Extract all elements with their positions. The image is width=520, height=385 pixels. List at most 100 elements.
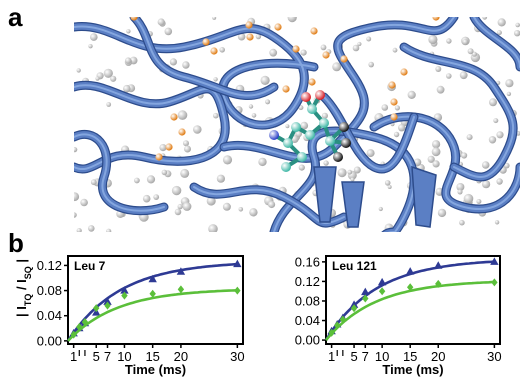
protein-structure-image bbox=[74, 17, 520, 232]
water-sphere bbox=[432, 140, 441, 149]
water-sphere bbox=[488, 136, 497, 144]
x-tick-label: 5 bbox=[93, 349, 100, 364]
ribbon-highlight bbox=[273, 130, 415, 232]
water-sphere bbox=[320, 44, 327, 51]
ligand-atom bbox=[333, 152, 343, 162]
water-sphere bbox=[467, 48, 474, 55]
water-sphere bbox=[123, 84, 131, 93]
orange-atoms bbox=[130, 17, 440, 161]
water-sphere bbox=[461, 152, 468, 159]
y-tick-label: 0.16 bbox=[295, 254, 320, 269]
orange-atom-sphere bbox=[246, 33, 254, 41]
plot-frame bbox=[67, 255, 244, 345]
water-sphere bbox=[295, 130, 302, 138]
x-tick-label: 10 bbox=[375, 349, 389, 364]
water-sphere bbox=[497, 18, 506, 27]
water-sphere bbox=[427, 155, 435, 163]
water-sphere bbox=[219, 47, 225, 53]
water-sphere bbox=[212, 17, 217, 20]
water-sphere bbox=[493, 118, 499, 124]
relaxation-plots: | ITQ / ISQ | Leu 70.000.040.080.121 5 7 10… bbox=[14, 254, 502, 377]
ligand-atom bbox=[341, 138, 351, 148]
panel-b-label: b bbox=[8, 228, 24, 258]
water-sphere bbox=[169, 58, 177, 66]
orange-atom-sphere bbox=[170, 113, 178, 121]
protein-structure-render bbox=[74, 17, 520, 232]
y-tick-label: 0.00 bbox=[295, 333, 320, 348]
water-sphere bbox=[466, 134, 473, 141]
orange-atom-sphere bbox=[245, 21, 253, 29]
water-sphere bbox=[287, 17, 297, 23]
water-sphere bbox=[350, 177, 355, 182]
x-tick-label: 1 bbox=[328, 349, 335, 364]
water-sphere bbox=[110, 75, 117, 82]
panel-b-plots: | ITQ / ISQ | Leu 7 0.00 0.04 0.08 0.12 1 5 7 10… bbox=[0, 236, 520, 385]
water-sphere bbox=[216, 174, 225, 183]
ribbon-highlight bbox=[193, 186, 345, 225]
x-tick-label: 15 bbox=[145, 349, 159, 364]
water-sphere bbox=[323, 160, 329, 166]
water-sphere bbox=[177, 110, 188, 120]
orange-atom-sphere bbox=[388, 81, 396, 89]
water-sphere bbox=[159, 144, 167, 152]
orange-atom-sphere bbox=[390, 98, 398, 106]
orange-atom-sphere bbox=[308, 78, 316, 86]
water-sphere bbox=[182, 202, 192, 211]
water-sphere bbox=[142, 194, 151, 203]
x-tick-label: 5 bbox=[350, 349, 357, 364]
water-sphere bbox=[238, 207, 244, 212]
data-point-diamond bbox=[328, 328, 335, 337]
y-tick-label: 0.12 bbox=[295, 274, 320, 289]
water-sphere bbox=[300, 49, 307, 56]
ligand-atom bbox=[339, 122, 349, 132]
water-sphere bbox=[125, 57, 132, 64]
data-point-diamond bbox=[378, 287, 386, 296]
water-sphere bbox=[213, 77, 218, 82]
water-sphere bbox=[432, 160, 440, 168]
data-point-diamond bbox=[76, 323, 83, 332]
ligand-atom bbox=[291, 122, 301, 132]
ribbon-highlight bbox=[74, 133, 165, 212]
orange-atom-sphere bbox=[274, 23, 282, 31]
orange-atom-sphere bbox=[178, 128, 186, 136]
water-sphere bbox=[394, 105, 400, 111]
x-tick-label: 20 bbox=[174, 349, 188, 364]
orange-atom-sphere bbox=[400, 68, 408, 76]
y-tick-label: 0.04 bbox=[295, 313, 320, 328]
water-sphere bbox=[496, 30, 502, 36]
water-sphere bbox=[366, 36, 372, 42]
y-axis-title-text: | ITQ / ISQ | bbox=[14, 259, 33, 317]
ligand-atom bbox=[307, 104, 317, 114]
water-sphere bbox=[74, 147, 78, 153]
water-sphere bbox=[95, 76, 100, 81]
water-sphere bbox=[407, 90, 416, 99]
water-sphere bbox=[494, 220, 500, 225]
water-sphere bbox=[378, 206, 383, 212]
data-point-diamond bbox=[234, 286, 241, 295]
water-sphere bbox=[504, 162, 510, 169]
orange-atom-sphere bbox=[202, 38, 210, 46]
water-sphere bbox=[237, 32, 246, 41]
ligand-atom bbox=[325, 136, 335, 146]
x-tick-label: 7 bbox=[104, 349, 111, 364]
data-point-diamond bbox=[177, 285, 185, 294]
beta-sheet-arrow bbox=[341, 181, 365, 228]
water-sphere bbox=[393, 131, 400, 138]
water-sphere bbox=[76, 68, 81, 73]
water-sphere bbox=[222, 155, 233, 165]
leucine-residue-ball-and-stick bbox=[269, 90, 351, 172]
water-sphere bbox=[222, 202, 231, 211]
y-tick-label: 0.12 bbox=[37, 258, 62, 273]
ligand-atom bbox=[269, 130, 279, 140]
data-point-diamond bbox=[93, 304, 100, 313]
y-tick-label: 0.08 bbox=[295, 293, 320, 308]
protein-ribbon bbox=[74, 17, 520, 232]
water-sphere bbox=[106, 102, 112, 107]
data-point-diamond bbox=[104, 301, 111, 310]
water-sphere bbox=[74, 212, 77, 218]
data-point-diamond bbox=[491, 278, 498, 287]
water-sphere bbox=[347, 169, 353, 175]
data-point-triangle bbox=[120, 286, 129, 294]
data-point-triangle bbox=[233, 259, 242, 268]
data-point-triangle bbox=[434, 261, 443, 269]
